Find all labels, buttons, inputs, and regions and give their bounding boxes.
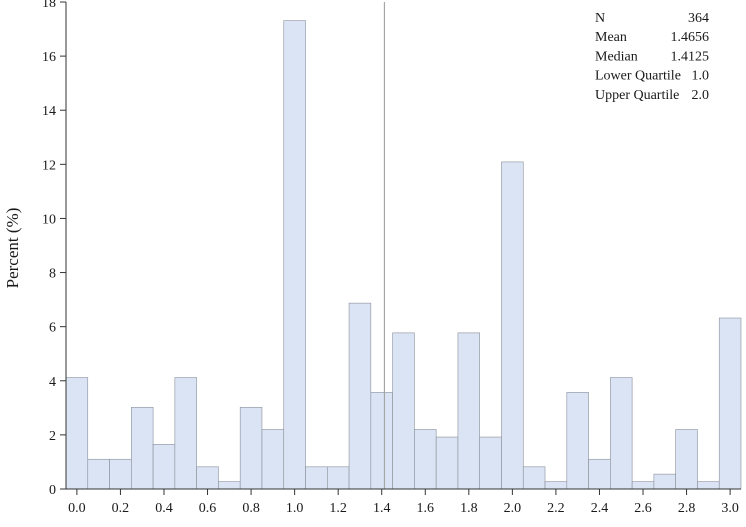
x-tick-label: 2.6 [634, 501, 652, 516]
y-tick-label: 8 [49, 267, 56, 282]
x-tick-label: 0.6 [199, 501, 217, 516]
y-tick-label: 14 [42, 104, 56, 119]
y-tick-label: 10 [42, 212, 56, 227]
stat-label: N [595, 11, 605, 26]
histogram-bar [501, 161, 524, 490]
x-tick-label: 2.4 [591, 501, 609, 516]
histogram-bar [305, 466, 328, 490]
y-axis-title: Percent (%) [3, 208, 22, 289]
histogram-bar [522, 466, 546, 490]
stat-value: 1.0 [692, 69, 710, 84]
histogram-bar [87, 458, 110, 490]
histogram-bar [283, 20, 306, 490]
histogram-bar [675, 429, 698, 490]
stat-label: Lower Quartile [595, 69, 681, 84]
y-tick-label: 12 [42, 158, 56, 173]
histogram-bar [326, 466, 350, 490]
histogram-bar [174, 377, 197, 490]
x-tick-label: 1.2 [329, 501, 347, 516]
histogram-bar [435, 436, 459, 490]
stat-value: 1.4656 [671, 30, 710, 45]
x-tick-label: 1.0 [286, 501, 304, 516]
histogram-bar [370, 392, 393, 490]
histogram-bar [479, 436, 502, 490]
stat-value: 364 [688, 11, 709, 26]
y-tick-label: 6 [49, 321, 56, 336]
histogram-bar [697, 481, 720, 490]
histogram-bar [261, 429, 285, 490]
stat-label: Mean [595, 30, 627, 45]
x-tick-label: 0.8 [242, 501, 260, 516]
y-tick-label: 2 [49, 429, 56, 444]
y-tick-label: 4 [49, 375, 56, 390]
x-tick-label: 3.0 [721, 501, 739, 516]
histogram-bar [65, 377, 89, 490]
histogram-bar [196, 466, 219, 490]
histogram-bar [109, 458, 132, 490]
x-tick-label: 1.4 [373, 501, 391, 516]
histogram-bar [414, 429, 437, 490]
stat-value: 2.0 [692, 88, 710, 103]
bars-layer [65, 20, 742, 490]
x-tick-label: 2.0 [504, 501, 522, 516]
histogram-bar [610, 377, 633, 490]
histogram-bar [566, 392, 589, 490]
histogram-bar [239, 406, 263, 490]
histogram-bar [131, 406, 154, 490]
histogram-bar [653, 473, 676, 490]
histogram-bar [544, 481, 568, 490]
stat-label: Upper Quartile [595, 88, 679, 103]
x-tick-label: 0.4 [155, 501, 173, 516]
histogram-bar [218, 481, 241, 490]
x-tick-label: 2.8 [678, 501, 696, 516]
stat-label: Median [595, 49, 638, 64]
x-tick-label: 1.6 [417, 501, 435, 516]
histogram-bar [392, 332, 415, 490]
histogram-bar [457, 332, 481, 490]
histogram-bar [348, 302, 372, 490]
x-tick-label: 2.2 [547, 501, 565, 516]
x-tick-label: 0.2 [112, 501, 130, 516]
y-tick-label: 18 [42, 0, 56, 11]
y-tick-label: 16 [42, 50, 56, 65]
histogram-bar [631, 481, 655, 490]
histogram-bar [588, 458, 611, 490]
histogram-bar [718, 317, 742, 490]
stats-panel: N 364 Mean 1.4656 Median 1.4125 Lower Quartile… [595, 11, 709, 103]
histogram-bar [152, 444, 176, 490]
x-tick-label: 1.8 [460, 501, 478, 516]
y-tick-label: 0 [49, 483, 56, 498]
stat-value: 1.4125 [671, 49, 710, 64]
x-tick-label: 0.0 [68, 501, 86, 516]
